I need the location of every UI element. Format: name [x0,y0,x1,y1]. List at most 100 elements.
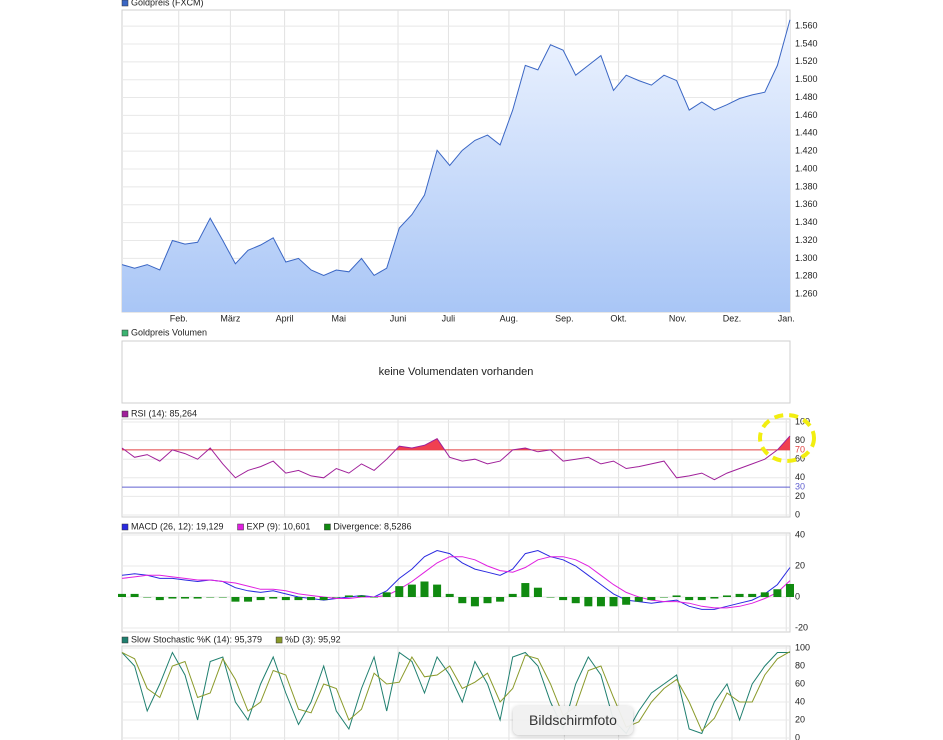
divergence-bar [130,593,139,597]
x-tick-label: Jan. [778,313,795,323]
divergence-bar [382,592,391,597]
y-tick-label: 1.400 [795,163,818,173]
legend-label: Goldpreis (FXCM) [131,0,204,7]
x-tick-label: Aug. [500,313,519,323]
level-label: 30 [795,481,805,491]
y-tick-label: 20 [795,491,805,501]
legend-swatch [121,523,129,531]
divergence-bar [659,597,668,598]
divergence-bar [559,597,568,601]
y-tick-label: 60 [795,454,805,464]
y-tick-label: 1.540 [795,38,818,48]
divergence-bar [508,593,517,597]
divergence-bar [407,584,416,597]
divergence-bar [307,597,316,601]
x-tick-label: Juni [390,313,407,323]
series-line [121,651,791,732]
divergence-bar [269,597,278,599]
legend-swatch [324,523,331,531]
x-tick-label: Feb. [170,313,188,323]
divergence-bar [155,597,164,601]
legend-swatch [121,636,129,644]
level-label: 70 [795,444,805,454]
divergence-bar [332,597,341,598]
divergence-bar [168,597,177,599]
divergence-bar [710,597,719,599]
divergence-bar [521,583,530,597]
divergence-bar [672,595,681,597]
y-tick-label: 80 [795,660,805,670]
y-tick-label: 0 [795,509,800,519]
divergence-bar [722,595,731,597]
divergence-bar [281,597,290,601]
y-tick-label: 0 [795,591,800,601]
divergence-bar [496,597,505,602]
y-tick-label: 1.320 [795,235,818,245]
divergence-bar [357,595,366,597]
divergence-bar [697,597,706,601]
legend-label: Divergence: 8,5286 [333,521,411,531]
divergence-bar [458,597,467,604]
y-tick-label: 40 [795,529,805,539]
y-tick-label: 1.260 [795,289,818,299]
divergence-bar [533,587,542,597]
divergence-bar [370,597,379,598]
y-tick-label: 20 [795,714,805,724]
panel-frame [121,340,791,404]
divergence-bar [445,593,454,597]
y-tick-label: 1.340 [795,217,818,227]
y-tick-label: 20 [795,560,805,570]
divergence-bar [231,597,240,602]
panel-frame [121,418,791,518]
x-tick-label: Nov. [669,313,687,323]
y-tick-label: 1.380 [795,181,818,191]
legend-swatch [275,636,283,644]
divergence-bar [609,597,618,607]
x-tick-label: Mai [332,313,347,323]
legend-label: MACD (26, 12): 19,129 [131,521,224,531]
divergence-bar [244,597,253,602]
y-tick-label: 1.300 [795,253,818,263]
divergence-bar [181,597,190,599]
x-tick-label: April [276,313,294,323]
area-fill [122,19,790,313]
y-tick-label: 1.440 [795,128,818,138]
y-tick-label: 80 [795,435,805,445]
divergence-bar [634,597,643,602]
series-line [121,435,791,481]
x-tick-label: Dez. [723,313,742,323]
legend-label: EXP (9): 10,601 [247,521,311,531]
highlight-circle [758,413,816,463]
y-tick-label: -20 [795,622,808,632]
divergence-bar [395,586,404,597]
divergence-bar [596,597,605,607]
legend-swatch [237,523,244,531]
divergence-bar [206,597,215,598]
divergence-bar [143,597,152,598]
divergence-bar [773,589,782,597]
y-tick-label: 40 [795,472,805,482]
series-line [121,549,791,610]
legend-label: Goldpreis Volumen [131,327,207,337]
divergence-bar [118,593,126,597]
divergence-bar [193,597,202,599]
divergence-bar [420,581,429,597]
legend-swatch [121,0,129,7]
y-tick-label: 100 [795,416,810,426]
series-line [121,19,791,277]
divergence-bar [256,597,265,601]
divergence-bar [647,597,656,601]
x-tick-label: Juli [442,313,456,323]
y-tick-label: 1.280 [795,271,818,281]
divergence-bar [584,597,593,607]
legend-label: Slow Stochastic %K (14): 95,379 [131,634,262,644]
legend-swatch [121,329,129,337]
y-tick-label: 40 [795,696,805,706]
y-tick-label: 1.480 [795,92,818,102]
x-tick-label: Sep. [555,313,574,323]
empty-message: keine Volumendaten vorhanden [379,366,534,378]
y-tick-label: 0 [795,732,800,740]
y-tick-label: 1.520 [795,56,818,66]
divergence-bar [571,597,580,604]
divergence-bar [685,597,694,601]
